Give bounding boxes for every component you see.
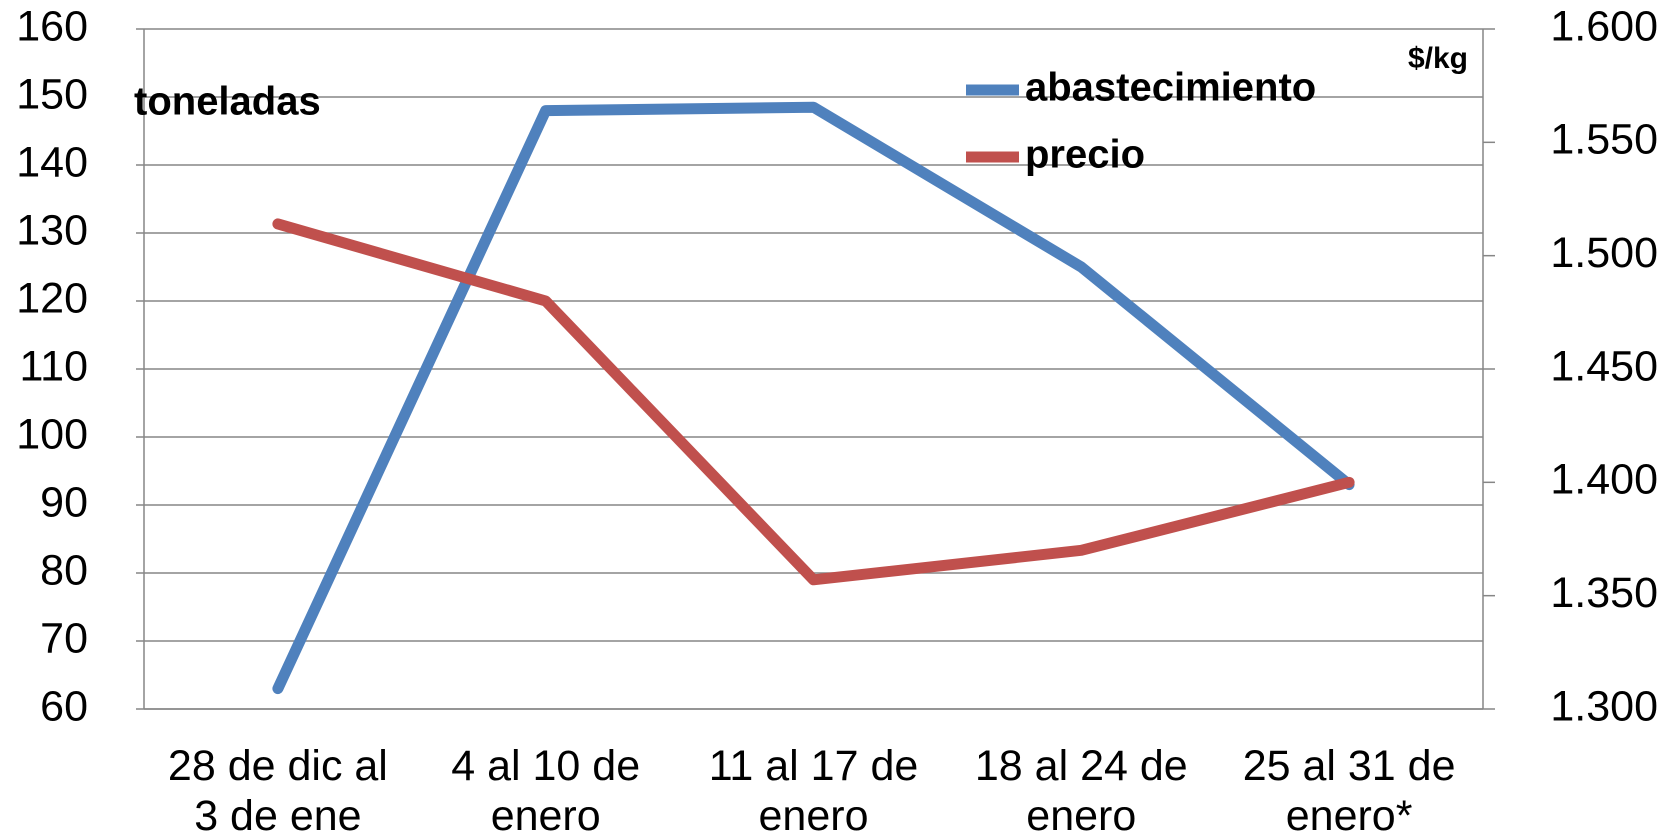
y-tick-label: 100 <box>16 410 88 458</box>
y2-tick-label: 1.400 <box>1550 456 1658 504</box>
y-tick-label: 80 <box>40 546 88 594</box>
y2-tick-label: 1.500 <box>1550 229 1658 277</box>
x-tick-label: 28 de dic al 3 de ene <box>167 742 388 839</box>
x-tick-label: 18 al 24 de enero <box>974 742 1188 839</box>
legend-label: abastecimiento <box>1025 66 1316 110</box>
y-tick-label: 160 <box>16 2 88 50</box>
y2-tick-label: 1.550 <box>1550 116 1658 164</box>
x-tick-label: 4 al 10 de enero <box>451 742 641 839</box>
y-tick-label: 150 <box>16 70 88 118</box>
x-tick-label: 11 al 17 de enero <box>708 742 919 839</box>
series-line <box>272 101 1355 695</box>
series-line <box>272 218 1355 586</box>
y2-tick-label: 1.600 <box>1550 2 1658 50</box>
y-tick-label: 70 <box>40 614 88 662</box>
y2-tick-label: 1.350 <box>1550 569 1658 617</box>
y-tick-label: 140 <box>16 138 88 186</box>
y-tick-label: 90 <box>40 478 88 526</box>
y-tick-label: 60 <box>40 682 88 730</box>
y2-tick-label: 1.300 <box>1550 682 1658 730</box>
axis-unit-left: toneladas <box>134 80 321 124</box>
x-tick-label: 25 al 31 de enero* <box>1242 742 1456 839</box>
y-tick-label: 130 <box>16 206 88 254</box>
legend-label: precio <box>1025 133 1145 177</box>
y-tick-label: 110 <box>19 342 88 390</box>
y2-tick-label: 1.450 <box>1550 342 1658 390</box>
axis-unit-right: $/kg <box>1408 42 1468 75</box>
y-tick-label: 120 <box>16 274 88 322</box>
